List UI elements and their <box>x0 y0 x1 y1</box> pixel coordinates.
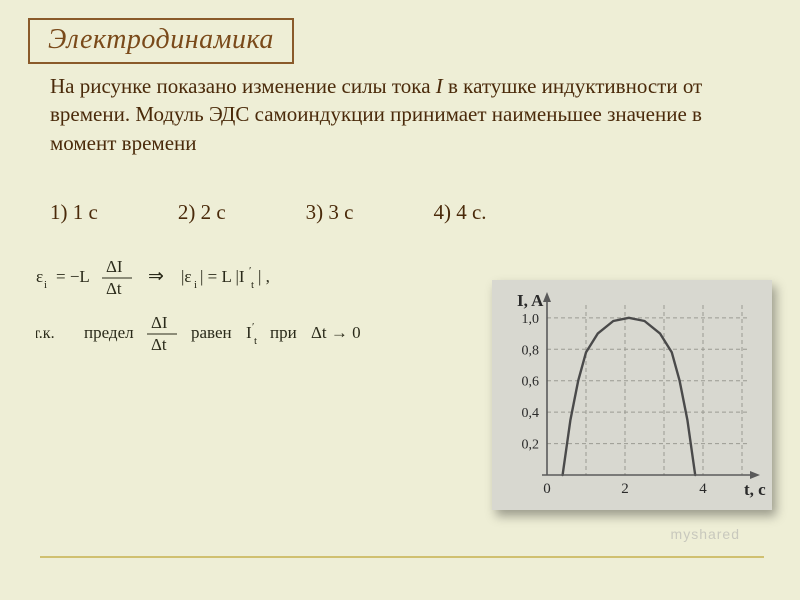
svg-text:|ε: |ε <box>181 267 192 286</box>
svg-text:Δt → 0: Δt → 0 <box>311 323 361 342</box>
question-text: На рисунке показано изменение силы тока … <box>50 72 760 157</box>
svg-text:0,2: 0,2 <box>522 438 540 453</box>
question-variable-I: I <box>436 74 443 98</box>
svg-text:| ,: | , <box>258 267 270 286</box>
option-1: 1) 1 с <box>50 200 98 225</box>
svg-text:0,6: 0,6 <box>522 375 540 390</box>
chart-svg: 0 2 4 1,0 0,8 0,6 0,4 0,2 I, A t, c <box>492 280 772 510</box>
formula-block: ε i = −L ΔI Δt ⇒ |ε i | = L |I ′ t | , т… <box>36 260 456 385</box>
svg-text:т.к.: т.к. <box>36 325 55 342</box>
svg-text:i: i <box>194 279 197 291</box>
svg-text:предел: предел <box>84 323 134 342</box>
svg-text:I, A: I, A <box>517 291 544 310</box>
svg-text:| = L |I: | = L |I <box>200 267 245 286</box>
option-4: 4) 4 с. <box>433 200 486 225</box>
svg-text:= −L: = −L <box>56 267 90 286</box>
svg-text:⇒: ⇒ <box>148 266 164 287</box>
svg-text:t, c: t, c <box>744 480 766 499</box>
svg-text:4: 4 <box>699 481 707 497</box>
svg-text:при: при <box>270 323 297 342</box>
title-frame: Электродинамика <box>28 18 294 64</box>
svg-text:′: ′ <box>252 321 254 333</box>
option-3: 3) 3 с <box>306 200 354 225</box>
svg-text:ε: ε <box>36 267 43 286</box>
svg-text:t: t <box>254 335 257 347</box>
answer-options: 1) 1 с 2) 2 с 3) 3 с 4) 4 с. <box>50 200 487 225</box>
footer-divider <box>40 556 764 558</box>
question-part1: На рисунке показано изменение силы тока <box>50 74 436 98</box>
watermark: myshared <box>671 526 740 542</box>
svg-text:0,8: 0,8 <box>522 343 540 358</box>
svg-text:ΔI: ΔI <box>106 260 123 276</box>
svg-text:2: 2 <box>621 481 629 497</box>
formula-svg: ε i = −L ΔI Δt ⇒ |ε i | = L |I ′ t | , т… <box>36 260 476 380</box>
svg-text:ΔI: ΔI <box>151 313 168 332</box>
page-title: Электродинамика <box>48 24 274 55</box>
svg-text:равен: равен <box>191 323 232 342</box>
svg-text:1,0: 1,0 <box>522 312 540 327</box>
svg-text:t: t <box>251 279 254 291</box>
current-chart: 0 2 4 1,0 0,8 0,6 0,4 0,2 I, A t, c <box>492 280 772 510</box>
svg-text:Δt: Δt <box>106 279 122 298</box>
svg-text:′: ′ <box>249 265 251 277</box>
svg-text:0,4: 0,4 <box>522 406 540 421</box>
svg-text:Δt: Δt <box>151 335 167 354</box>
svg-text:i: i <box>44 279 47 291</box>
svg-text:0: 0 <box>543 481 551 497</box>
option-2: 2) 2 с <box>178 200 226 225</box>
